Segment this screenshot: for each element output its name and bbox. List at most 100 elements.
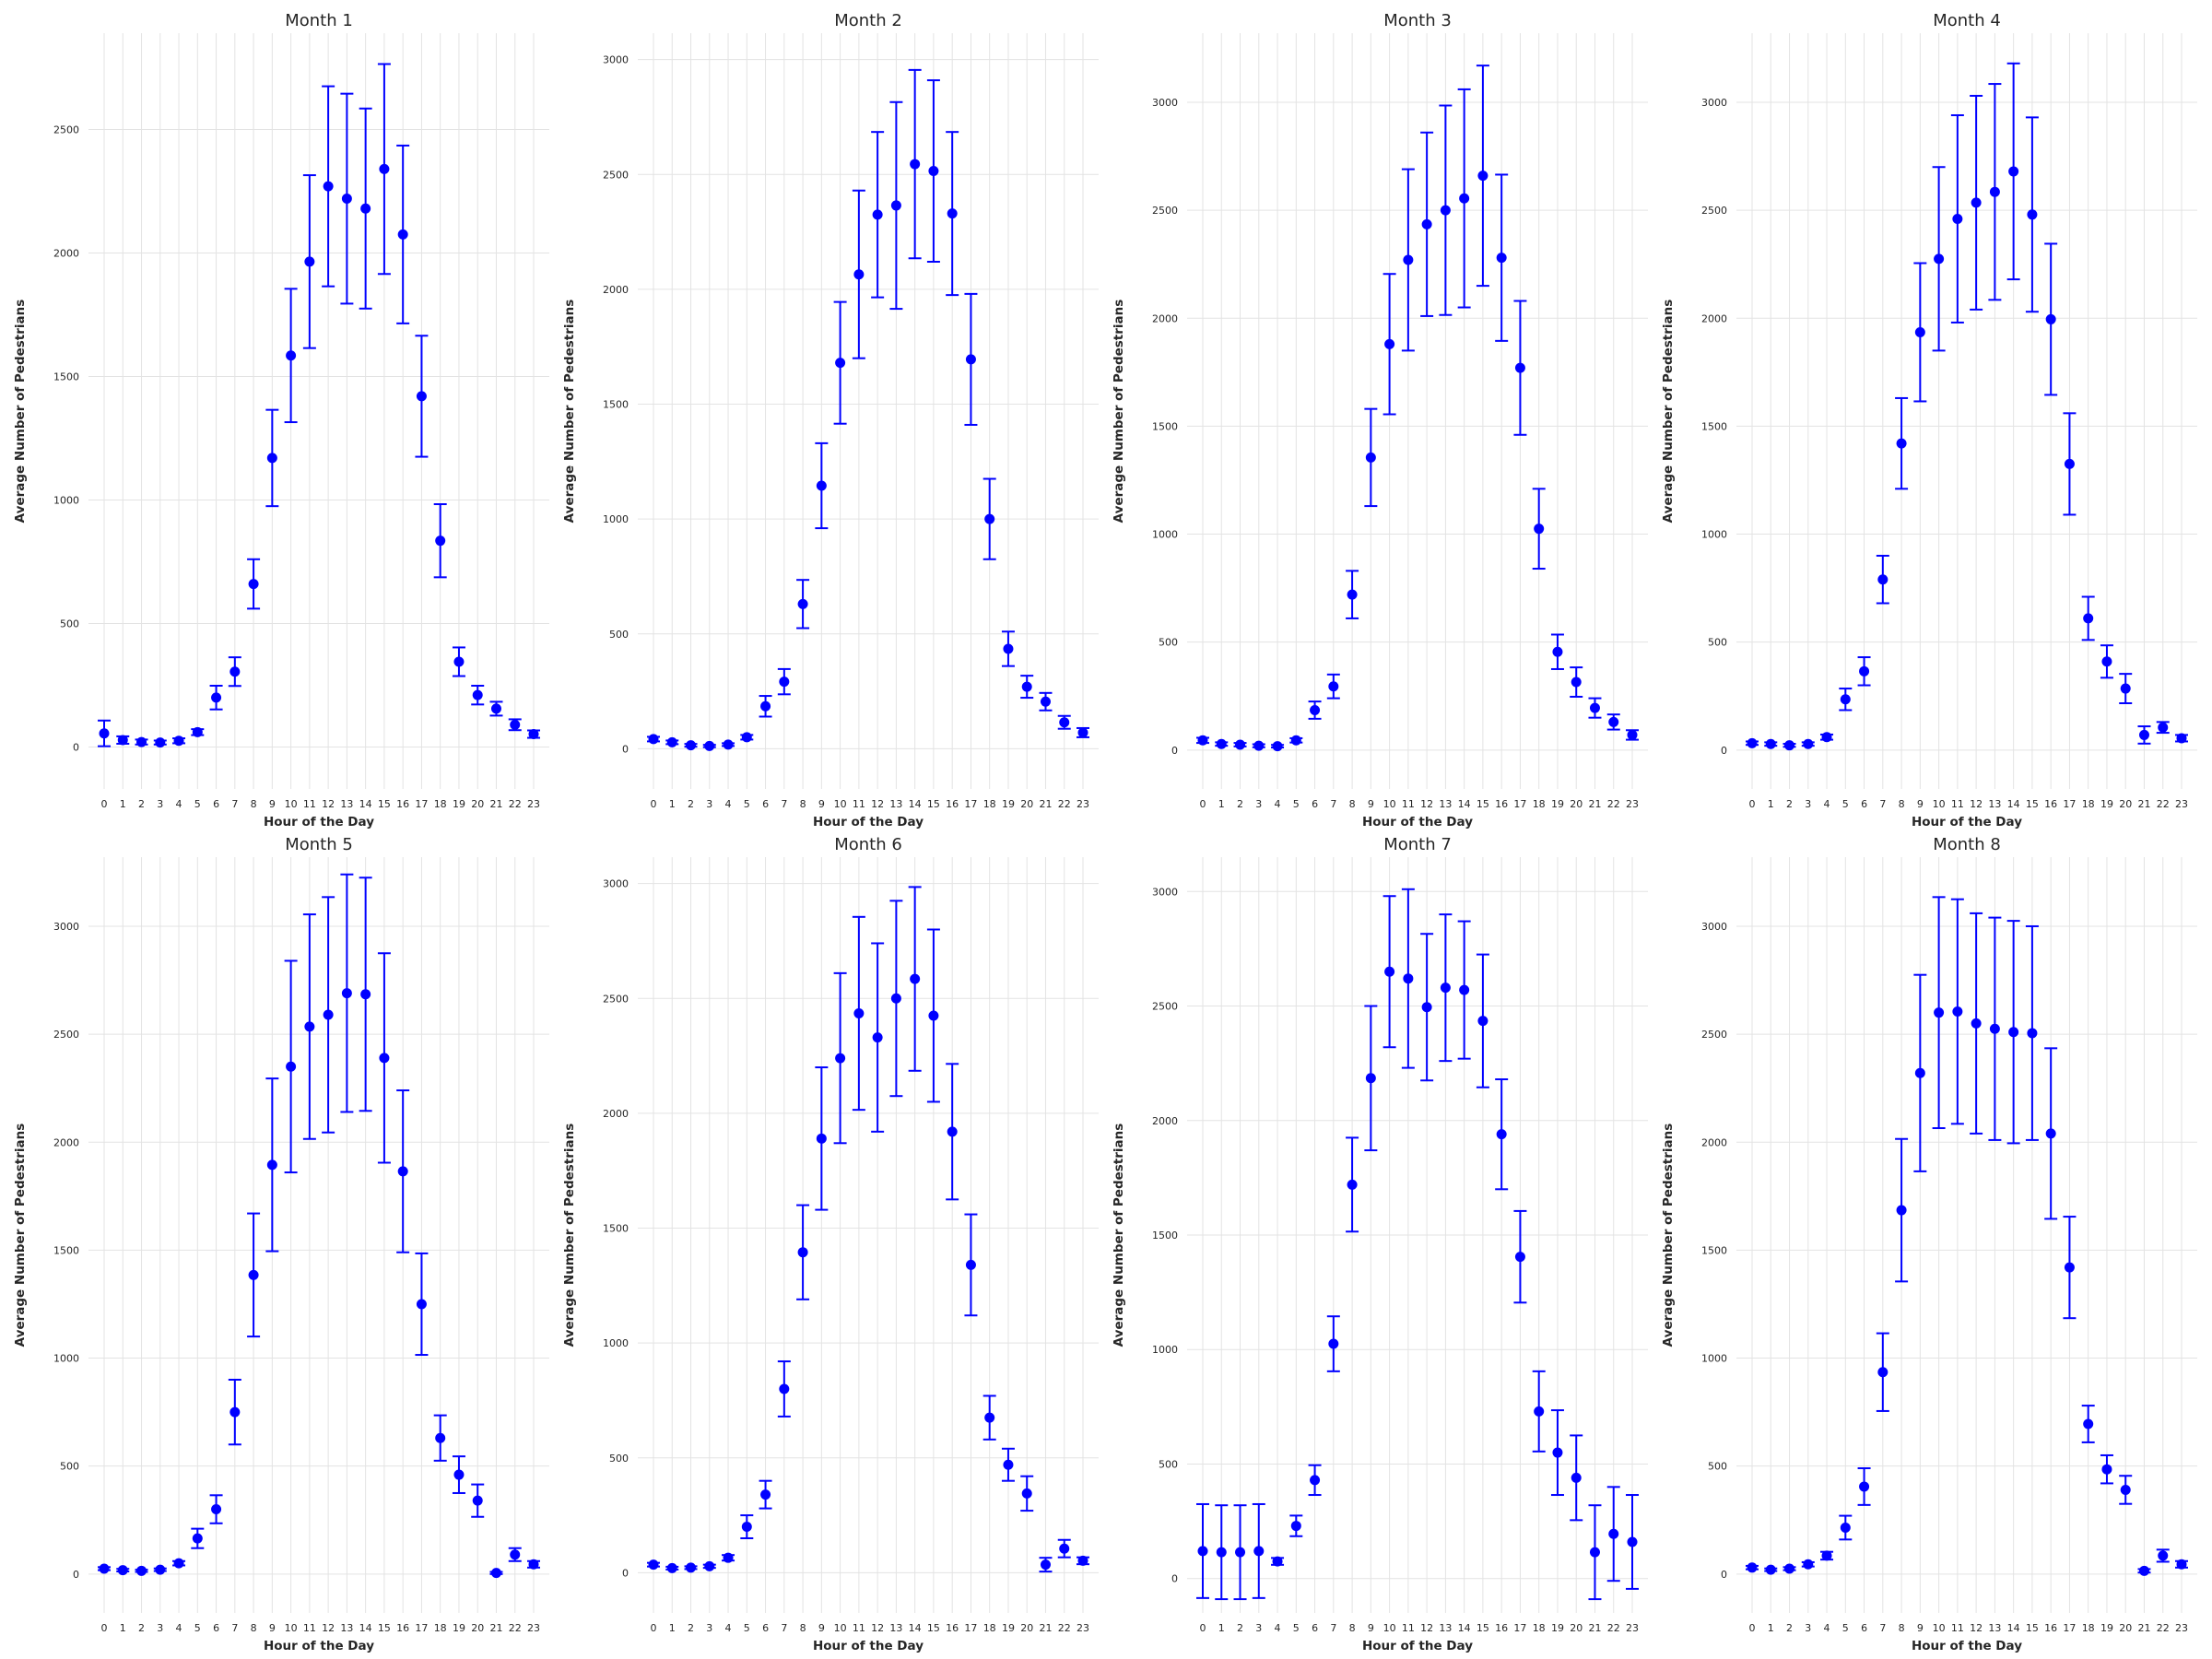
x-tick-label: 0 [101, 798, 108, 810]
x-tick-label: 5 [194, 1622, 201, 1634]
data-point [286, 1061, 297, 1072]
x-tick-label: 1 [1768, 1622, 1774, 1634]
x-tick-label: 20 [2119, 1622, 2132, 1634]
data-point [397, 229, 408, 240]
x-tick-label: 3 [1255, 1622, 1262, 1634]
data-point [192, 726, 203, 737]
data-point [379, 1053, 390, 1064]
data-point [1840, 1522, 1851, 1533]
data-point [2083, 613, 2094, 624]
data-point [1384, 966, 1395, 977]
data-point [686, 1562, 697, 1573]
x-tick-label: 3 [706, 1622, 712, 1634]
data-point [248, 579, 259, 590]
data-point [1589, 1547, 1600, 1558]
data-point [1328, 681, 1339, 692]
data-point [1290, 1521, 1301, 1532]
data-point [323, 181, 334, 192]
data-point [1784, 1563, 1795, 1574]
x-tick-label: 0 [1200, 798, 1206, 810]
data-point [1197, 735, 1208, 746]
x-tick-label: 19 [1002, 1622, 1015, 1634]
x-tick-label: 13 [1439, 1622, 1452, 1634]
y-tick-label: 3000 [603, 878, 629, 890]
data-point [2176, 1559, 2187, 1570]
x-tick-label: 12 [871, 1622, 884, 1634]
x-tick-label: 8 [1899, 1622, 1905, 1634]
data-point [704, 740, 715, 751]
x-tick-label: 0 [1200, 1622, 1206, 1634]
data-point [686, 740, 697, 751]
x-tick-label: 6 [1861, 798, 1867, 810]
y-axis-label: Average Number of Pedestrians [1112, 1124, 1126, 1347]
x-tick-label: 22 [1058, 1622, 1071, 1634]
x-tick-label: 8 [1349, 1622, 1356, 1634]
data-point [360, 203, 371, 214]
x-tick-label: 1 [1218, 1622, 1225, 1634]
data-point [1747, 737, 1758, 748]
data-point [1216, 1547, 1227, 1558]
x-tick-label: 14 [1458, 798, 1471, 810]
x-tick-label: 5 [1842, 798, 1849, 810]
x-tick-label: 17 [415, 798, 428, 810]
data-point [211, 1504, 222, 1515]
data-point [1934, 1007, 1945, 1018]
x-tick-label: 2 [138, 798, 145, 810]
y-tick-label: 3000 [1701, 921, 1727, 933]
data-point [1859, 665, 1870, 677]
data-point [1216, 738, 1227, 749]
data-point [1989, 1023, 2000, 1034]
x-tick-label: 22 [2157, 1622, 2170, 1634]
x-tick-label: 7 [1879, 1622, 1886, 1634]
x-tick-label: 15 [927, 798, 940, 810]
data-point [453, 1469, 465, 1480]
y-tick-label: 0 [1721, 1569, 1727, 1581]
x-tick-label: 1 [1768, 798, 1774, 810]
data-point [853, 1007, 865, 1018]
data-point [1003, 1459, 1014, 1470]
data-point [472, 689, 483, 700]
y-tick-label: 0 [622, 1567, 629, 1579]
x-tick-label: 13 [889, 1622, 902, 1634]
x-tick-label: 0 [651, 798, 657, 810]
x-tick-label: 22 [2157, 798, 2170, 810]
data-point [723, 1552, 734, 1563]
x-tick-label: 11 [1951, 1622, 1964, 1634]
x-tick-label: 8 [1349, 798, 1356, 810]
x-tick-label: 19 [1002, 798, 1015, 810]
x-tick-label: 12 [871, 798, 884, 810]
x-tick-label: 11 [1402, 1622, 1415, 1634]
x-tick-label: 15 [1477, 1622, 1489, 1634]
y-tick-label: 3000 [603, 54, 629, 66]
x-tick-label: 6 [1312, 1622, 1318, 1634]
x-tick-label: 12 [322, 798, 335, 810]
x-axis-label: Hour of the Day [1912, 1639, 2022, 1653]
x-tick-label: 1 [669, 798, 676, 810]
y-tick-label: 2500 [1152, 205, 1178, 217]
y-axis-label: Average Number of Pedestrians [13, 1124, 28, 1347]
x-tick-label: 9 [1917, 1622, 1924, 1634]
x-tick-label: 8 [1899, 798, 1905, 810]
data-point [1571, 677, 1582, 688]
data-point [816, 1133, 827, 1144]
y-tick-label: 2000 [53, 247, 79, 259]
data-point [1989, 186, 2000, 197]
y-tick-label: 3000 [1701, 97, 1727, 109]
x-tick-label: 4 [176, 798, 182, 810]
data-point [2120, 683, 2131, 694]
data-point [1971, 1018, 1982, 1029]
x-tick-label: 22 [1607, 798, 1620, 810]
y-tick-label: 1000 [53, 1353, 79, 1365]
y-tick-label: 500 [609, 1453, 629, 1465]
data-point [1059, 1543, 1070, 1554]
data-point [1514, 1252, 1525, 1263]
x-tick-label: 4 [176, 1622, 182, 1634]
data-point [965, 354, 976, 365]
x-tick-label: 13 [1988, 1622, 2001, 1634]
x-axis-label: Hour of the Day [1362, 1639, 1473, 1653]
data-point [1608, 716, 1619, 727]
data-point [173, 1558, 184, 1569]
x-tick-label: 2 [1786, 1622, 1793, 1634]
x-tick-label: 6 [1312, 798, 1318, 810]
